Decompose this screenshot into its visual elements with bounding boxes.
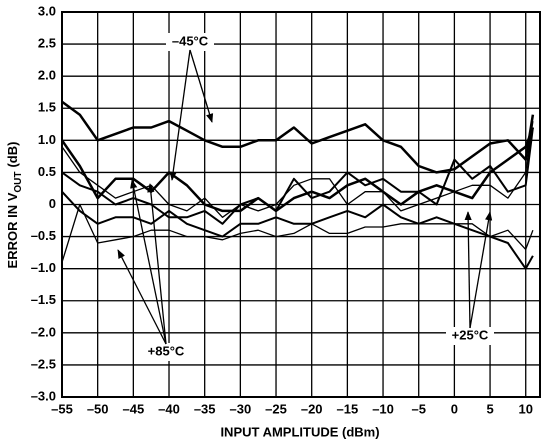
x-tick-label: –10 bbox=[372, 401, 394, 416]
y-tick-label: –0.5 bbox=[31, 228, 56, 243]
series-line bbox=[60, 127, 535, 213]
annotation-arrow bbox=[169, 49, 191, 181]
annotation-arrow bbox=[189, 49, 214, 123]
x-tick-label: –45 bbox=[122, 401, 144, 416]
annotation-arrow bbox=[130, 179, 167, 345]
x-tick-label: 5 bbox=[486, 401, 493, 416]
annotation-arrow bbox=[469, 211, 493, 329]
y-tick-label: –2.0 bbox=[31, 324, 56, 339]
y-tick-label: 0.5 bbox=[38, 164, 56, 179]
x-axis-label: INPUT AMPLITUDE (dBm) bbox=[220, 424, 379, 439]
y-tick-label: –2.5 bbox=[31, 356, 56, 371]
y-tick-label: –3.0 bbox=[31, 388, 56, 403]
y-axis-label-sub: OUT bbox=[13, 172, 24, 193]
series-line bbox=[61, 100, 535, 174]
x-tick-label: 10 bbox=[518, 401, 532, 416]
x-tick-label: –15 bbox=[337, 401, 359, 416]
annotation-arrow bbox=[464, 211, 472, 329]
y-tick-label: 1.0 bbox=[38, 132, 56, 147]
x-tick-label: –25 bbox=[265, 401, 287, 416]
y-axis-label-unit: (dB) bbox=[5, 142, 20, 168]
y-tick-label: –1.0 bbox=[31, 260, 56, 275]
x-tick-label: –20 bbox=[301, 401, 323, 416]
x-tick-label: –30 bbox=[230, 401, 252, 416]
series-line bbox=[61, 191, 534, 270]
annotation-arrow bbox=[147, 183, 167, 345]
series-line bbox=[61, 121, 534, 218]
annotation-bg bbox=[166, 33, 214, 51]
x-tick-label: –55 bbox=[51, 401, 73, 416]
x-tick-label: –35 bbox=[194, 401, 216, 416]
y-tick-label: 1.5 bbox=[38, 100, 56, 115]
series-line bbox=[61, 127, 534, 225]
x-tick-label: –40 bbox=[158, 401, 180, 416]
annotation-bg bbox=[142, 343, 190, 361]
y-tick-label: 3.0 bbox=[38, 3, 56, 18]
x-tick-label: –50 bbox=[87, 401, 109, 416]
plot-frame bbox=[61, 11, 541, 398]
y-tick-label: 2.0 bbox=[38, 68, 56, 83]
y-tick-label: 2.5 bbox=[38, 36, 56, 51]
series-line bbox=[61, 203, 534, 263]
x-tick-label: 0 bbox=[451, 401, 458, 416]
annotation-arrow bbox=[117, 249, 167, 345]
annotation-bg bbox=[446, 327, 494, 345]
annotation: +25°C bbox=[452, 327, 489, 342]
annotation: –45°C bbox=[172, 33, 209, 48]
x-tick-label: –5 bbox=[411, 401, 425, 416]
y-axis-label-main: ERROR IN V bbox=[5, 192, 20, 268]
annotation: +85°C bbox=[148, 343, 185, 358]
y-tick-label: –1.5 bbox=[31, 292, 56, 307]
y-tick-label: 0 bbox=[49, 196, 56, 211]
y-axis-label: ERROR IN VOUT (dB) bbox=[5, 142, 23, 269]
